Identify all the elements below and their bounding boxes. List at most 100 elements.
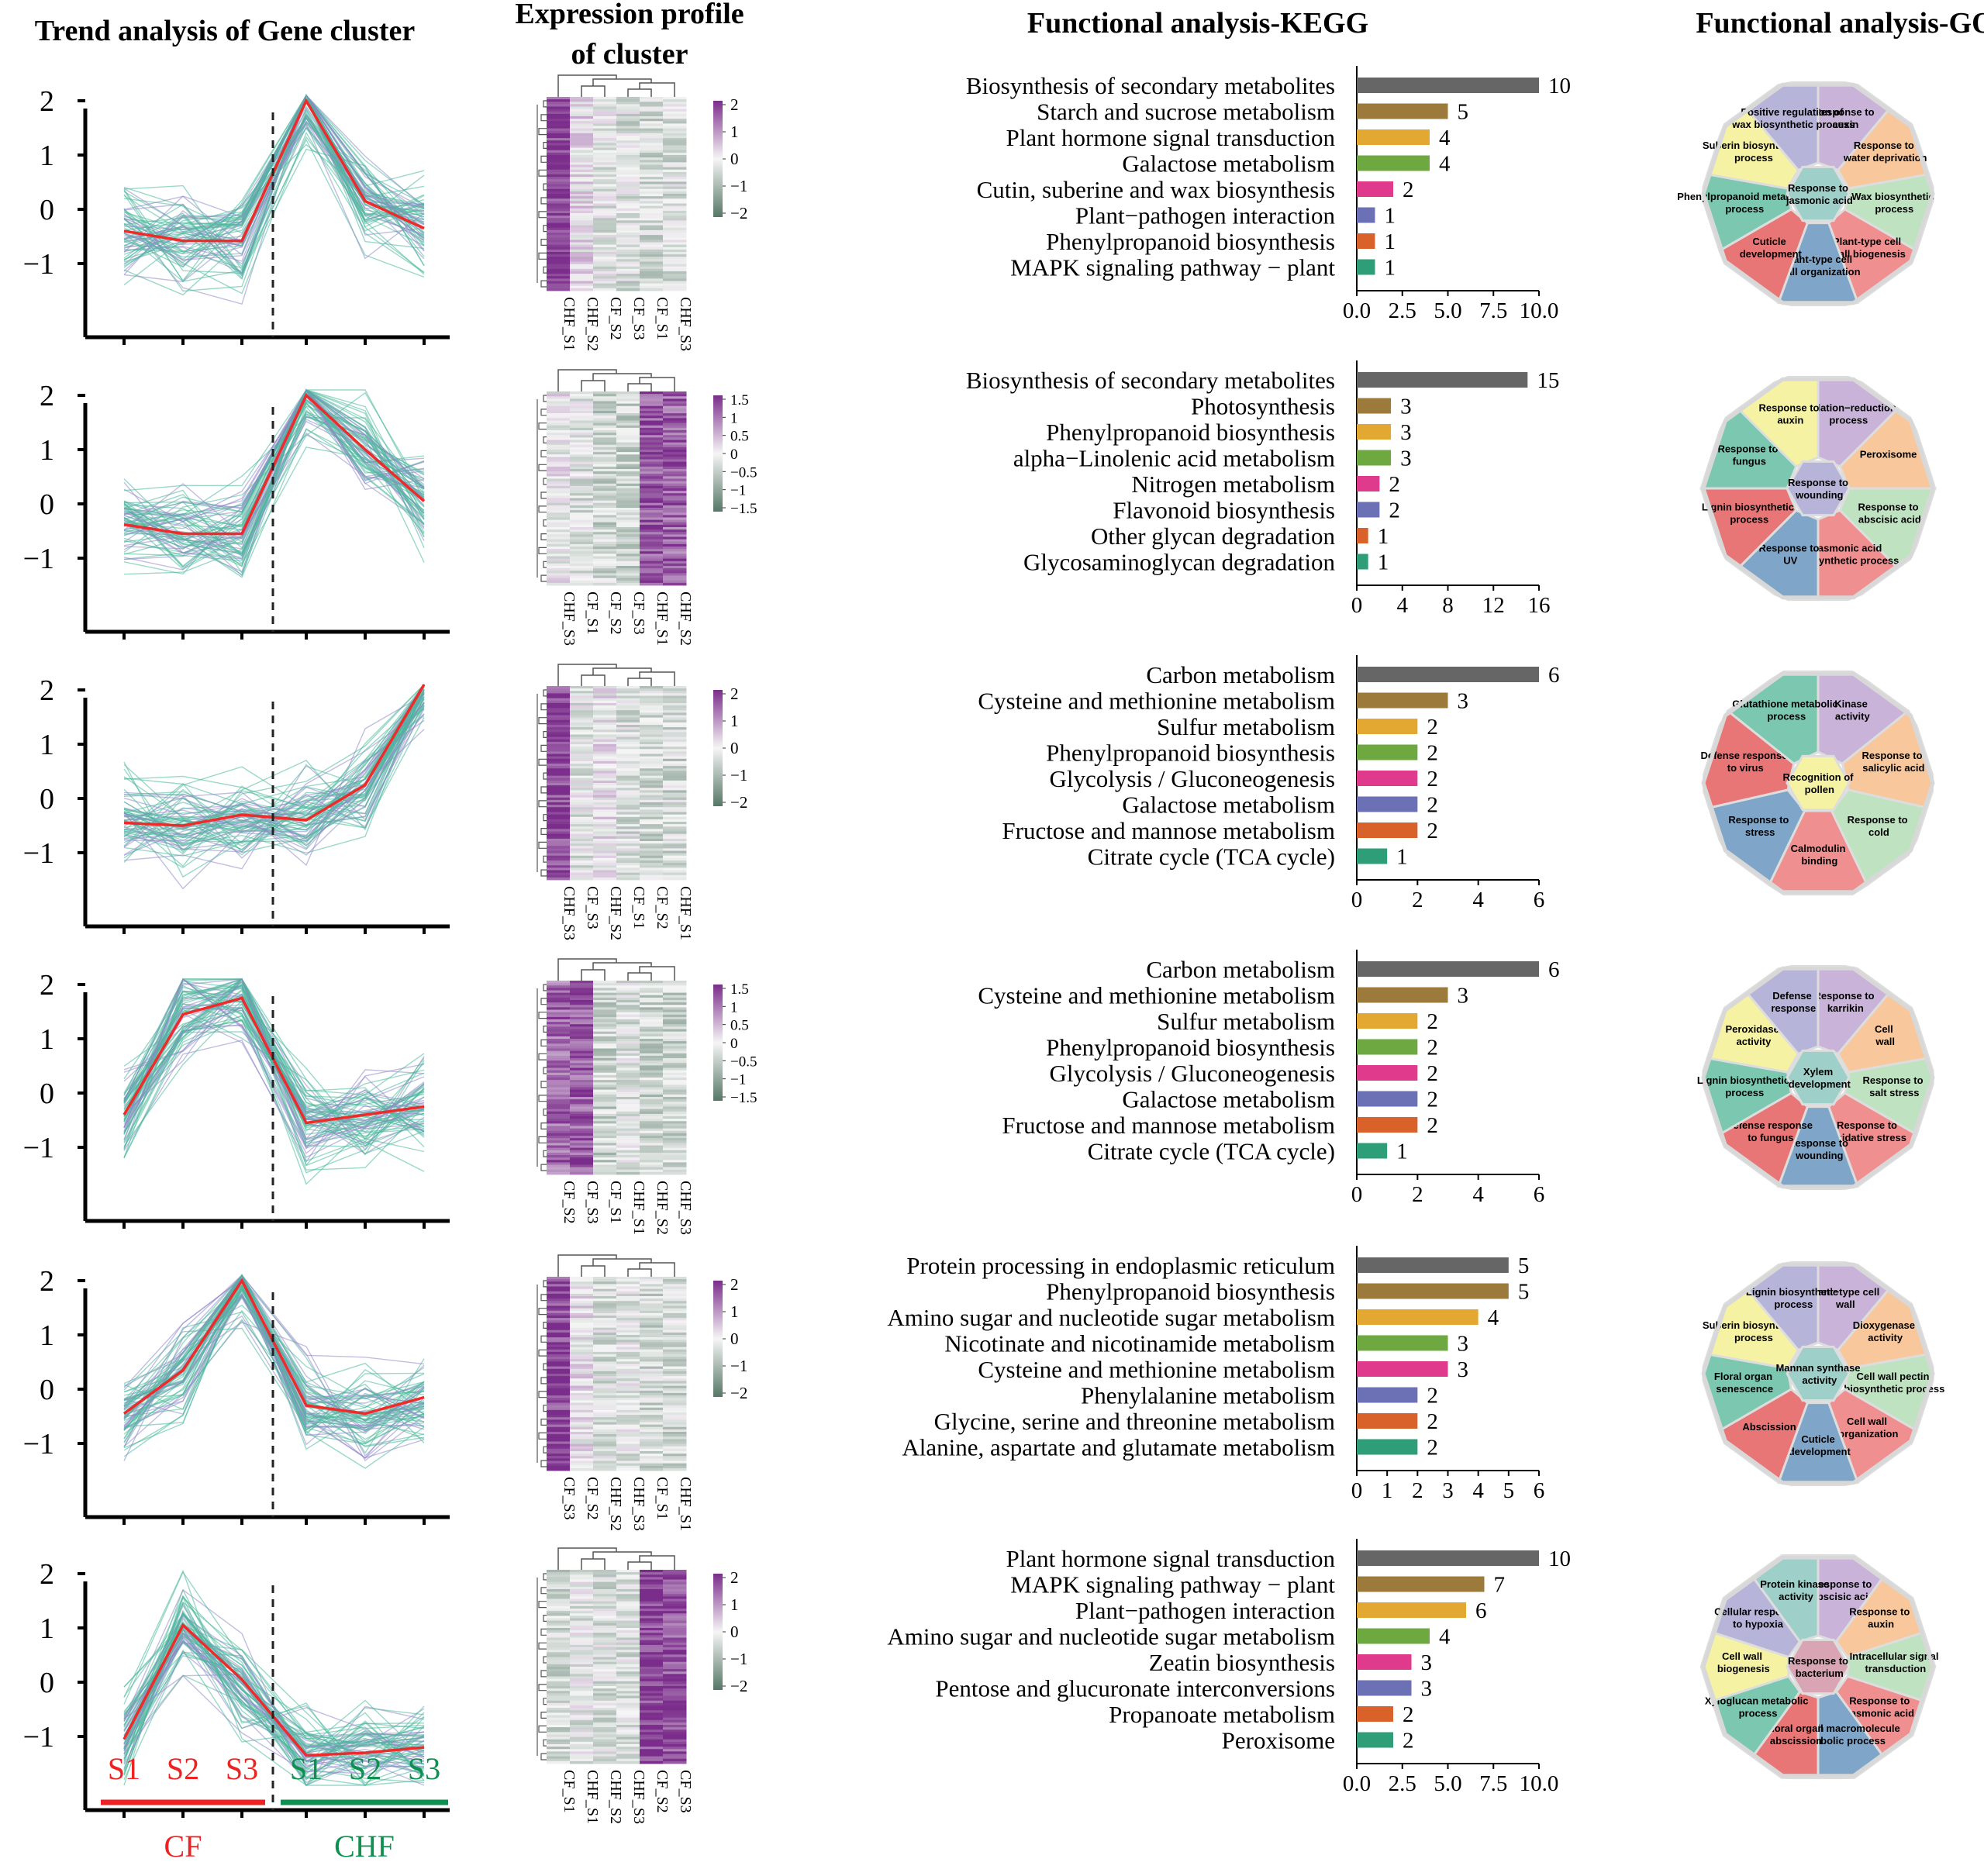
heatmap-cell: [663, 1296, 687, 1299]
heatmap-cell: [593, 558, 617, 562]
heatmap-cell: [640, 1390, 664, 1394]
heatmap-cell: [570, 1725, 594, 1728]
heatmap-cell: [593, 152, 617, 156]
kegg-category-label: Phenylalanine metabolism: [1081, 1382, 1335, 1409]
heatmap-cell: [570, 1605, 594, 1609]
heatmap-cell: [547, 1080, 571, 1083]
heatmap-cell: [616, 119, 640, 122]
heatmap-cell: [640, 181, 664, 184]
heatmap-cell: [640, 1065, 664, 1068]
heatmap-cell: [593, 1113, 617, 1117]
heatmap-cell: [640, 1601, 664, 1605]
kegg-x-tick-label: 4: [1472, 888, 1484, 912]
heatmap-cell: [640, 1349, 664, 1353]
heatmap-cell: [663, 1603, 687, 1607]
heatmap-cell: [616, 229, 640, 233]
heatmap-cell: [663, 1162, 687, 1165]
heatmap-cell: [593, 111, 617, 115]
heatmap-cell: [547, 123, 571, 126]
heatmap-cell: [570, 1618, 594, 1622]
heatmap-cell: [663, 795, 687, 798]
heatmap-cell: [593, 403, 617, 407]
heatmap-cell: [663, 1368, 687, 1372]
heatmap-cell: [616, 539, 640, 543]
heatmap-cell: [593, 578, 617, 581]
heatmap-cell: [570, 1320, 594, 1323]
heatmap-cell: [547, 1422, 571, 1426]
heatmap-cell: [547, 754, 571, 757]
heatmap-cell: [547, 1281, 571, 1285]
heatmap-column-label: CF_S2: [607, 591, 624, 635]
heatmap-cell: [593, 1082, 617, 1085]
heatmap-cell: [593, 1613, 617, 1616]
heatmap-cell: [663, 1332, 687, 1336]
heatmap-cell: [593, 461, 617, 465]
heatmap-cell: [640, 1359, 664, 1362]
heatmap-cell: [593, 493, 617, 496]
heatmap-cell: [547, 1598, 571, 1602]
heatmap-cell: [640, 1400, 664, 1403]
heatmap-row-dendrogram: [537, 984, 547, 1171]
kegg-value-label: 1: [1396, 845, 1408, 870]
heatmap-cell: [640, 1121, 664, 1124]
heatmap-cell: [663, 705, 687, 709]
heatmap-cell: [593, 997, 617, 1001]
heatmap-cell: [547, 877, 571, 881]
heatmap-cell: [570, 461, 594, 465]
trend-gene-line: [123, 1319, 425, 1447]
heatmap-cell: [570, 476, 594, 479]
heatmap-cell: [616, 1439, 640, 1442]
heatmap-cell: [593, 1400, 617, 1403]
heatmap-cell: [570, 1157, 594, 1160]
heatmap-cell: [547, 457, 571, 460]
heatmap-cell: [593, 783, 617, 786]
heatmap-cell: [640, 1635, 664, 1638]
heatmap-cell: [640, 1039, 664, 1042]
kegg-value-label: 2: [1403, 1702, 1414, 1727]
heatmap-cell: [593, 1434, 617, 1437]
heatmap-cell: [616, 403, 640, 407]
heatmap-cell: [616, 1637, 640, 1641]
heatmap-cell: [663, 741, 687, 745]
heatmap-cell: [547, 785, 571, 788]
kegg-value-label: 1: [1385, 204, 1396, 229]
heatmap-cell: [593, 1094, 617, 1098]
heatmap-cell: [570, 1140, 594, 1143]
kegg-value-label: 4: [1439, 126, 1451, 150]
heatmap-2: CHF_S3 CF_S1 CF_S2 CF_S3 CHF_S1 CHF_S21.510.5…: [537, 369, 757, 646]
heatmap-cell: [593, 1349, 617, 1353]
heatmap-legend-label: 1: [730, 999, 738, 1016]
heatmap-cell: [640, 437, 664, 440]
heatmap-cell: [616, 133, 640, 136]
heatmap-cell: [570, 1060, 594, 1064]
heatmap-cell: [570, 1409, 594, 1413]
heatmap-cell: [593, 524, 617, 528]
heatmap-cell: [640, 829, 664, 832]
heatmap-cell: [616, 534, 640, 537]
trend-gene-line: [123, 997, 425, 1150]
heatmap-cell: [547, 171, 571, 175]
heatmap-cell: [663, 992, 687, 996]
heatmap-cell: [547, 1722, 571, 1726]
heatmap-cell: [593, 1734, 617, 1738]
heatmap-cell: [570, 582, 594, 586]
heatmap-cell: [663, 1053, 687, 1057]
heatmap-cell: [547, 1116, 571, 1119]
heatmap-cell: [547, 500, 571, 504]
heatmap-cell: [640, 1395, 664, 1398]
heatmap-cell: [663, 1291, 687, 1295]
kegg-x-tick-label: 2.5: [1389, 1771, 1416, 1796]
heatmap-cell: [616, 1609, 640, 1612]
heatmap-cell: [593, 116, 617, 119]
heatmap-cell: [570, 113, 594, 117]
heatmap-4: CF_S2 CF_S3 CF_S1 CHF_S1 CHF_S2 CHF_S31.510.5…: [537, 958, 757, 1235]
heatmap-cell: [663, 799, 687, 803]
heatmap-column-label: CHF_S3: [561, 886, 578, 940]
heatmap-cell: [640, 560, 664, 564]
heatmap-cell: [547, 1579, 571, 1583]
heatmap-cell: [547, 464, 571, 467]
heatmap-cell: [547, 524, 571, 528]
go-term-label: Lignin biosynthetic process: [1697, 1074, 1789, 1098]
heatmap-cell: [640, 566, 664, 569]
